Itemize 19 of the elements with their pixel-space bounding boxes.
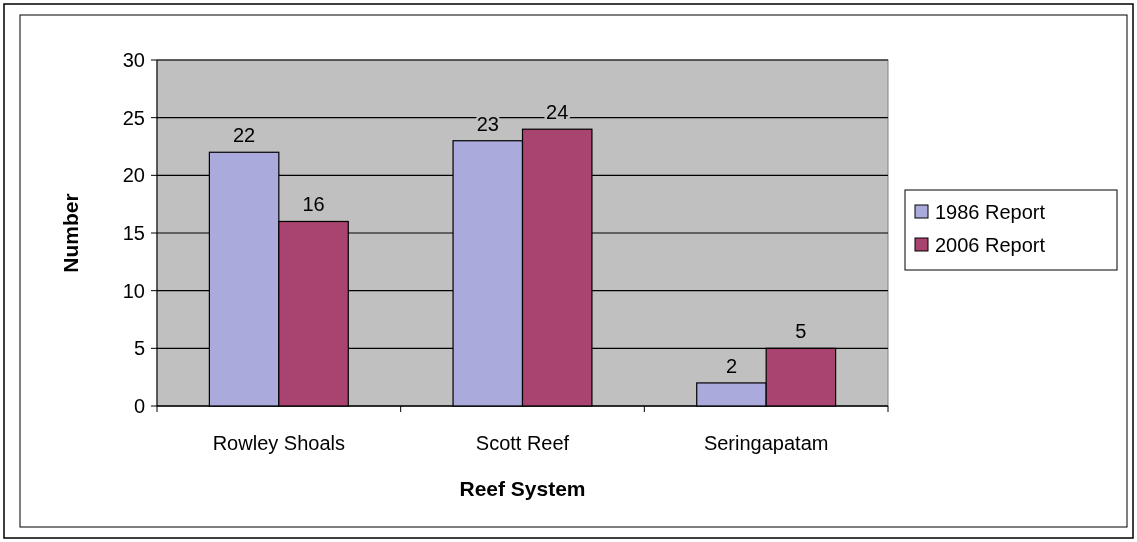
- y-tick-label: 10: [122, 279, 145, 302]
- x-axis-title: Reef System: [459, 477, 586, 500]
- data-label: 23: [476, 112, 499, 135]
- y-tick-label: 15: [122, 222, 145, 244]
- x-tick-label: Seringapatam: [703, 432, 829, 454]
- data-label: 5: [795, 320, 807, 343]
- y-tick-label: 5: [133, 337, 145, 360]
- y-axis-title: Number: [59, 193, 82, 273]
- y-tick-label: 0: [133, 395, 145, 417]
- y-tick-label: 30: [122, 49, 145, 71]
- data-label: 22: [232, 124, 256, 147]
- legend-label: 1986 Report: [935, 201, 1046, 223]
- data-label: 2: [725, 354, 738, 377]
- data-label: 16: [302, 193, 325, 216]
- y-tick-label: 25: [122, 106, 145, 129]
- y-tick-label: 20: [122, 164, 145, 187]
- x-tick-label: Scott Reef: [475, 432, 570, 454]
- legend-label: 2006 Report: [935, 234, 1046, 256]
- x-tick-label: Rowley Shoals: [212, 432, 345, 454]
